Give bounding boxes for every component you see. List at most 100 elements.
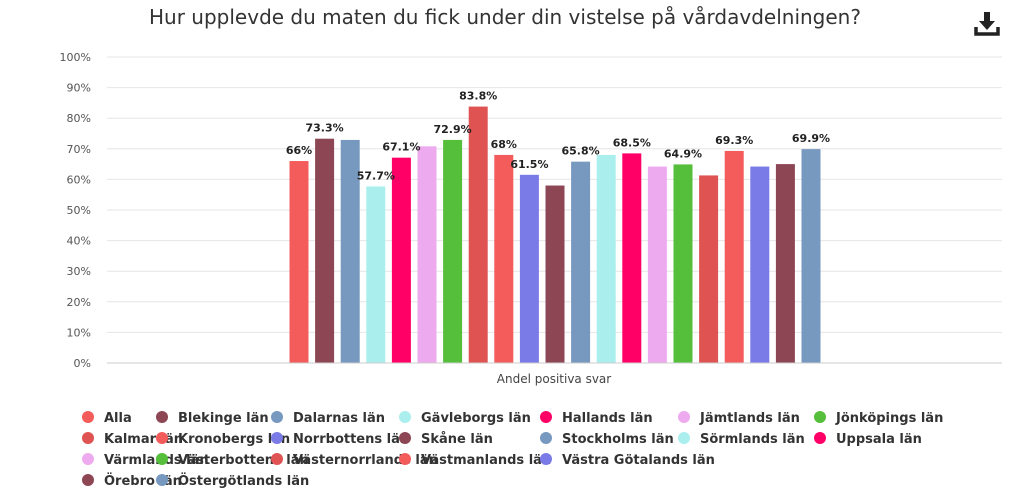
legend-marker <box>82 411 94 423</box>
legend-label: Kalmar län <box>104 432 183 447</box>
data-label: 72.9% <box>434 123 472 136</box>
bar-blekinge-län[interactable] <box>315 138 335 363</box>
legend-label: Alla <box>104 411 132 426</box>
legend-item[interactable]: Västernorrlands län <box>271 453 438 468</box>
y-tick-label: 80% <box>67 112 91 125</box>
legend-marker <box>271 432 283 444</box>
legend-marker <box>82 474 94 486</box>
y-tick-label: 0% <box>74 357 91 370</box>
legend-marker <box>678 411 690 423</box>
data-label: 68.5% <box>613 136 651 149</box>
bar-västra-götalands-län[interactable] <box>750 166 770 363</box>
bar-västerbottens-län[interactable] <box>673 164 693 363</box>
bar-norrbottens-län[interactable] <box>519 174 539 363</box>
legend-label: Norrbottens län <box>293 432 409 447</box>
legend-marker <box>540 453 552 465</box>
legend-item[interactable]: Kalmar län <box>82 432 183 447</box>
legend-item[interactable]: Blekinge län <box>156 411 269 426</box>
chart-title: Hur upplevde du maten du fick under din … <box>149 5 861 29</box>
y-tick-label: 30% <box>67 265 91 278</box>
bar-gävleborgs-län[interactable] <box>366 186 386 363</box>
download-button[interactable] <box>972 8 1002 38</box>
legend-marker <box>540 432 552 444</box>
legend-marker <box>814 432 826 444</box>
y-axis-ticks: 0% 10% 20% 30% 40% 50% 60% 70% 80% 90% 100% <box>60 51 91 370</box>
data-label: 68% <box>491 138 517 151</box>
data-label: 73.3% <box>306 122 344 135</box>
bar-sörmlands-län[interactable] <box>596 154 616 363</box>
legend-item[interactable]: Hallands län <box>540 411 653 426</box>
legend: Alla Blekinge län Dalarnas län Gävleborgs l… <box>82 411 943 489</box>
legend-label: Västerbottens län <box>178 453 309 468</box>
bar-västernorrlands-län[interactable] <box>699 175 719 363</box>
legend-item[interactable]: Alla <box>82 411 132 426</box>
bar-västmanlands-län[interactable] <box>724 150 744 363</box>
bar-uppsala-län[interactable] <box>622 153 642 363</box>
bar-skåne-län[interactable] <box>545 185 565 363</box>
bar-värmlands-län[interactable] <box>647 166 667 363</box>
legend-label: Dalarnas län <box>293 411 385 426</box>
legend-item[interactable]: Skåne län <box>399 432 493 447</box>
legend-marker <box>156 453 168 465</box>
data-label: 83.8% <box>459 90 497 103</box>
legend-item[interactable]: Stockholms län <box>540 432 674 447</box>
legend-label: Sörmlands län <box>700 432 805 447</box>
legend-item[interactable]: Norrbottens län <box>271 432 409 447</box>
legend-item[interactable]: Västmanlands län <box>399 453 551 468</box>
legend-label: Jämtlands län <box>699 411 800 426</box>
legend-item[interactable]: Kronobergs län <box>156 432 290 447</box>
legend-item[interactable]: Uppsala län <box>814 432 922 447</box>
y-tick-label: 20% <box>67 296 91 309</box>
y-tick-label: 10% <box>67 326 91 339</box>
legend-marker <box>399 411 411 423</box>
legend-marker <box>678 432 690 444</box>
y-tick-label: 60% <box>67 173 91 186</box>
legend-marker <box>156 432 168 444</box>
legend-item[interactable]: Gävleborgs län <box>399 411 531 426</box>
legend-marker <box>540 411 552 423</box>
bars <box>289 106 821 364</box>
bar-hallands-län[interactable] <box>391 157 411 363</box>
y-tick-label: 90% <box>67 82 91 95</box>
legend-item[interactable]: Jämtlands län <box>678 411 800 426</box>
bar-örebro-län[interactable] <box>775 164 795 363</box>
bar-stockholms-län[interactable] <box>571 161 591 363</box>
data-label: 69.9% <box>792 132 830 145</box>
legend-label: Västra Götalands län <box>562 453 715 468</box>
legend-item[interactable]: Östergötlands län <box>156 473 309 489</box>
bar-dalarnas-län[interactable] <box>340 139 360 363</box>
bar-alla[interactable] <box>289 161 309 363</box>
data-labels: 66% 73.3% 57.7% 67.1% 72.9% 83.8% 68% 61.5% 65.8… <box>286 90 830 183</box>
data-label: 66% <box>286 144 312 157</box>
legend-item[interactable]: Jönköpings län <box>814 411 943 426</box>
legend-item[interactable]: Västra Götalands län <box>540 453 715 468</box>
legend-label: Västmanlands län <box>421 453 551 468</box>
data-label: 69.3% <box>715 134 753 147</box>
download-icon <box>974 12 1000 36</box>
legend-marker <box>271 411 283 423</box>
legend-item[interactable]: Västerbottens län <box>156 453 309 468</box>
legend-marker <box>399 453 411 465</box>
data-label: 57.7% <box>357 169 395 182</box>
legend-label: Jönköpings län <box>835 411 943 426</box>
bar-kronobergs-län[interactable] <box>494 154 514 363</box>
legend-item[interactable]: Sörmlands län <box>678 432 805 447</box>
bar-jönköpings-län[interactable] <box>443 139 463 363</box>
bar-kalmar-län[interactable] <box>468 106 488 364</box>
legend-label: Östergötlands län <box>178 473 309 489</box>
bar-östergötlands-län[interactable] <box>801 149 821 363</box>
data-label: 67.1% <box>382 141 420 154</box>
data-label: 64.9% <box>664 147 702 160</box>
legend-label: Skåne län <box>421 432 493 447</box>
y-tick-label: 100% <box>60 51 91 64</box>
data-label: 61.5% <box>510 158 548 171</box>
bar-jämtlands-län[interactable] <box>417 146 437 363</box>
legend-marker <box>82 453 94 465</box>
y-tick-label: 40% <box>67 235 91 248</box>
legend-marker <box>399 432 411 444</box>
legend-label: Kronobergs län <box>178 432 290 447</box>
legend-item[interactable]: Dalarnas län <box>271 411 385 426</box>
legend-marker <box>82 432 94 444</box>
legend-label: Uppsala län <box>836 432 922 447</box>
